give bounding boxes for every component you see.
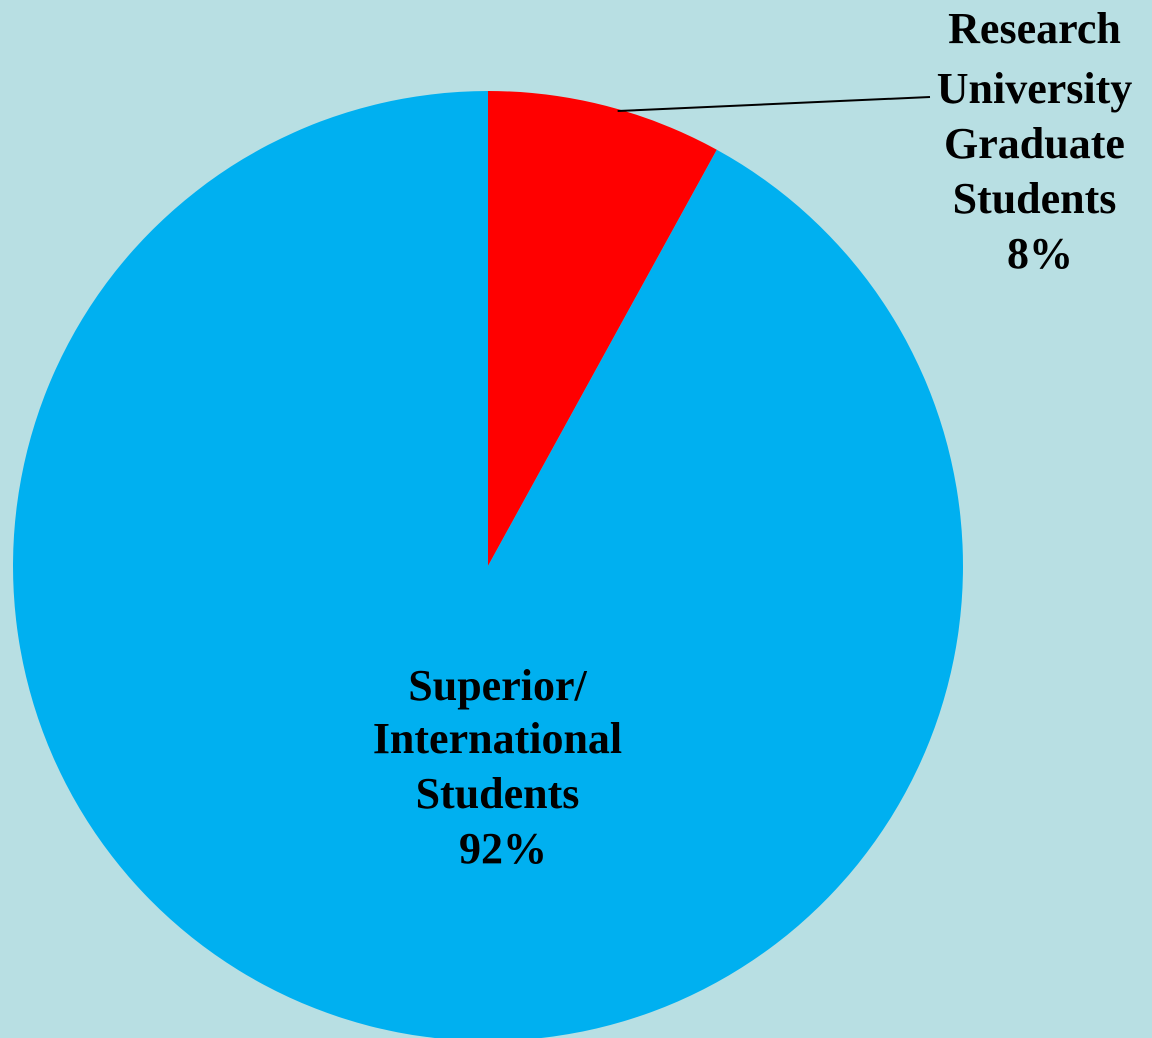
pie-slice-0 [488,91,717,566]
slice-percent-label: 92% [459,824,547,873]
slice-label-line: Research [948,4,1121,53]
slice-label-line: Students [953,174,1117,223]
slice-label-line: Superior/ [408,661,587,710]
slice-label-line: International [373,714,622,763]
slice-label-line: University [937,64,1133,113]
slice-label-line: Graduate [944,119,1125,168]
leader-line [617,96,931,113]
pie-slice-1 [13,91,963,1038]
slice-label-research-university: Research University Graduate Students 8% [937,4,1144,278]
pie-slices [13,91,963,1038]
slice-label-superior-international: Superior/ International Students 92% [373,661,633,873]
slice-label-line: Students [416,769,580,818]
slice-percent-label: 8% [1007,229,1073,278]
